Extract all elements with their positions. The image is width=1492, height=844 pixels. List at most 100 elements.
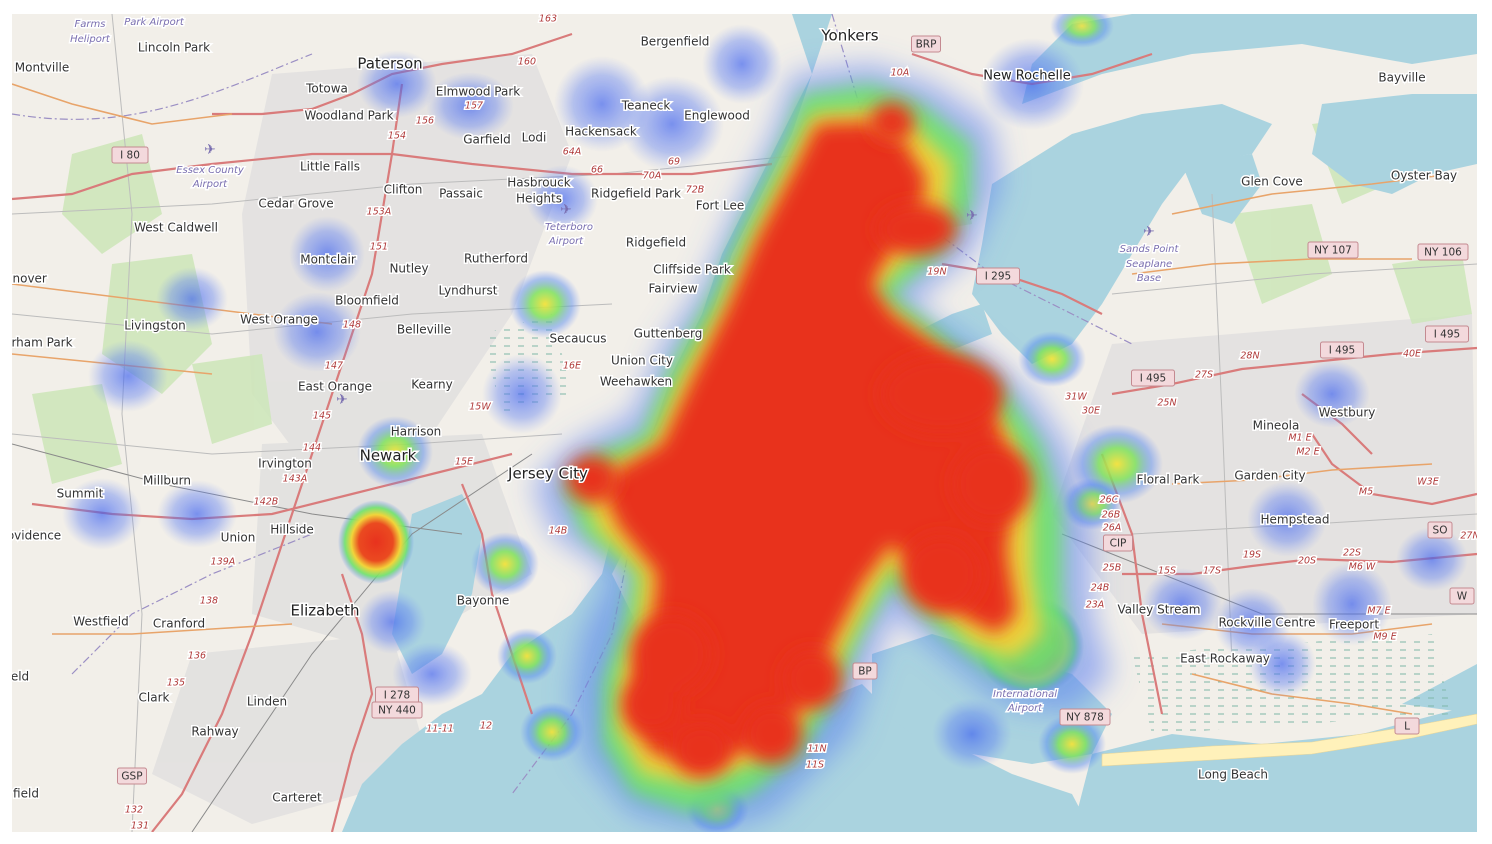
- place-label: Heights: [516, 192, 562, 206]
- place-label: ovidence: [12, 529, 61, 543]
- place-label: Clark: [139, 691, 170, 705]
- airplane-icon: ✈: [560, 202, 572, 218]
- place-label: Totowa: [305, 82, 348, 96]
- exit-number-label: 15W: [469, 402, 491, 413]
- map-viewport[interactable]: ✈ ✈ ✈ ✈ ✈ 163 160 157 156 154 153A 151 148 147 14…: [12, 14, 1477, 832]
- exit-number-label: 15E: [455, 457, 473, 468]
- place-label: Woodland Park: [304, 109, 393, 123]
- highway-shield: [1307, 241, 1359, 259]
- highway-shield: [1425, 325, 1469, 343]
- place-label: Freeport: [1329, 618, 1379, 632]
- highway-shield-label: I 295: [985, 271, 1011, 283]
- exit-number-label: 72B: [686, 185, 705, 196]
- place-label: Yonkers: [820, 27, 878, 45]
- place-label: field: [13, 787, 39, 801]
- exit-number-label: W3E: [1417, 477, 1438, 488]
- exit-number-label: 151: [370, 242, 388, 253]
- place-label: Montville: [15, 61, 70, 75]
- highway-shield: [911, 35, 941, 53]
- place-label: rham Park: [12, 336, 73, 350]
- exit-number-label: 143A: [283, 474, 308, 485]
- highway-shield: [1131, 369, 1175, 387]
- place-label: Paterson: [357, 55, 422, 73]
- place-label: Westbury: [1319, 406, 1376, 420]
- highway-shield-label: NY 878: [1066, 712, 1104, 724]
- exit-number-label: 154: [388, 131, 406, 142]
- airport-label: Base: [1137, 273, 1161, 284]
- place-label: Little Falls: [300, 160, 360, 174]
- exit-number-label: 70A: [643, 171, 662, 182]
- exit-number-label: 30E: [1082, 406, 1100, 417]
- heatmap-layer: [62, 14, 1468, 832]
- place-label: Bergenfield: [641, 35, 710, 49]
- exit-number-label: 163: [539, 14, 557, 25]
- place-label: Mineola: [1253, 419, 1300, 433]
- exit-number-label: M5: [1359, 487, 1373, 498]
- highway-shield: [1394, 717, 1420, 735]
- heatmap-map[interactable]: ✈ ✈ ✈ ✈ ✈ 163 160 157 156 154 153A 151 148 147 14…: [12, 14, 1477, 832]
- airplane-icon: ✈: [966, 208, 978, 224]
- airport-label: Heliport: [70, 34, 111, 45]
- exit-number-label: 19N: [927, 267, 946, 278]
- exit-number-label: 145: [313, 411, 331, 422]
- place-label: East Orange: [298, 380, 372, 394]
- exit-number-label: 23A: [1086, 600, 1105, 611]
- place-label: Belleville: [397, 323, 451, 337]
- exit-number-label: 156: [416, 116, 434, 127]
- exit-number-label: 25N: [1157, 398, 1176, 409]
- airplane-icon: ✈: [204, 142, 216, 158]
- place-label: Summit: [57, 487, 104, 501]
- airport-label: Farms: [75, 19, 106, 30]
- place-label: Lodi: [522, 131, 547, 145]
- place-label: Union: [221, 531, 256, 545]
- highway-shield-label: NY 106: [1424, 247, 1462, 259]
- airport-icons: ✈ ✈ ✈ ✈ ✈: [204, 142, 1155, 408]
- highway-shield-label: I 495: [1140, 373, 1166, 385]
- place-label: Clifton: [384, 183, 423, 197]
- exit-number-label: 16E: [563, 361, 581, 372]
- place-label: Fairview: [648, 282, 697, 296]
- exit-number-label: M2 E: [1296, 447, 1319, 458]
- place-label: West Orange: [240, 313, 318, 327]
- highway-shield: [117, 767, 147, 785]
- highway-shield-label: I 80: [120, 150, 140, 162]
- beach-strip: [1101, 713, 1477, 767]
- exit-number-label: 160: [518, 57, 536, 68]
- place-label: Ridgefield Park: [591, 187, 681, 201]
- exit-number-label: 64A: [563, 147, 582, 158]
- place-label: Cedar Grove: [258, 197, 333, 211]
- exit-number-label: 157: [465, 101, 483, 112]
- place-label: Secaucus: [549, 332, 606, 346]
- place-label: New Rochelle: [983, 69, 1071, 84]
- place-label: Guttenberg: [634, 327, 703, 341]
- airport-label: Sands Point: [1120, 244, 1180, 255]
- place-label: Hackensack: [565, 125, 637, 139]
- highway-shield-label: L: [1404, 721, 1410, 733]
- place-label: Fort Lee: [696, 199, 745, 213]
- exit-number-label: 136: [188, 651, 206, 662]
- highway-shield: [111, 146, 149, 164]
- highway-shield-label: W: [1457, 591, 1468, 603]
- place-label: Glen Cove: [1241, 175, 1303, 189]
- highway-shield-label: NY 107: [1314, 245, 1352, 257]
- highway-shield-label: GSP: [121, 771, 142, 783]
- exit-labels: 163 160 157 156 154 153A 151 148 147 145 144 143A 14…: [123, 14, 1477, 832]
- highway-shield-label: CIP: [1110, 538, 1127, 550]
- exit-number-label: 19S: [1243, 550, 1261, 561]
- exit-number-label: 148: [343, 320, 361, 331]
- place-label: Ridgefield: [626, 236, 686, 250]
- place-label: Kearny: [411, 378, 452, 392]
- place-label: Valley Stream: [1117, 603, 1200, 617]
- place-label: Irvington: [258, 457, 312, 471]
- place-label: Rutherford: [464, 252, 528, 266]
- place-label: Elizabeth: [290, 602, 359, 620]
- exit-number-label: 14B: [549, 526, 568, 537]
- exit-number-label: 132: [125, 805, 143, 816]
- highway-shield-label: I 278: [384, 690, 410, 702]
- exit-number-label: 28N: [1240, 351, 1259, 362]
- place-label: Cranford: [153, 617, 205, 631]
- place-label: Cliffside Park: [653, 263, 731, 277]
- airport-label: Seaplane: [1126, 259, 1172, 270]
- exit-number-label: 26B: [1102, 510, 1121, 521]
- highway-shield: [852, 662, 878, 680]
